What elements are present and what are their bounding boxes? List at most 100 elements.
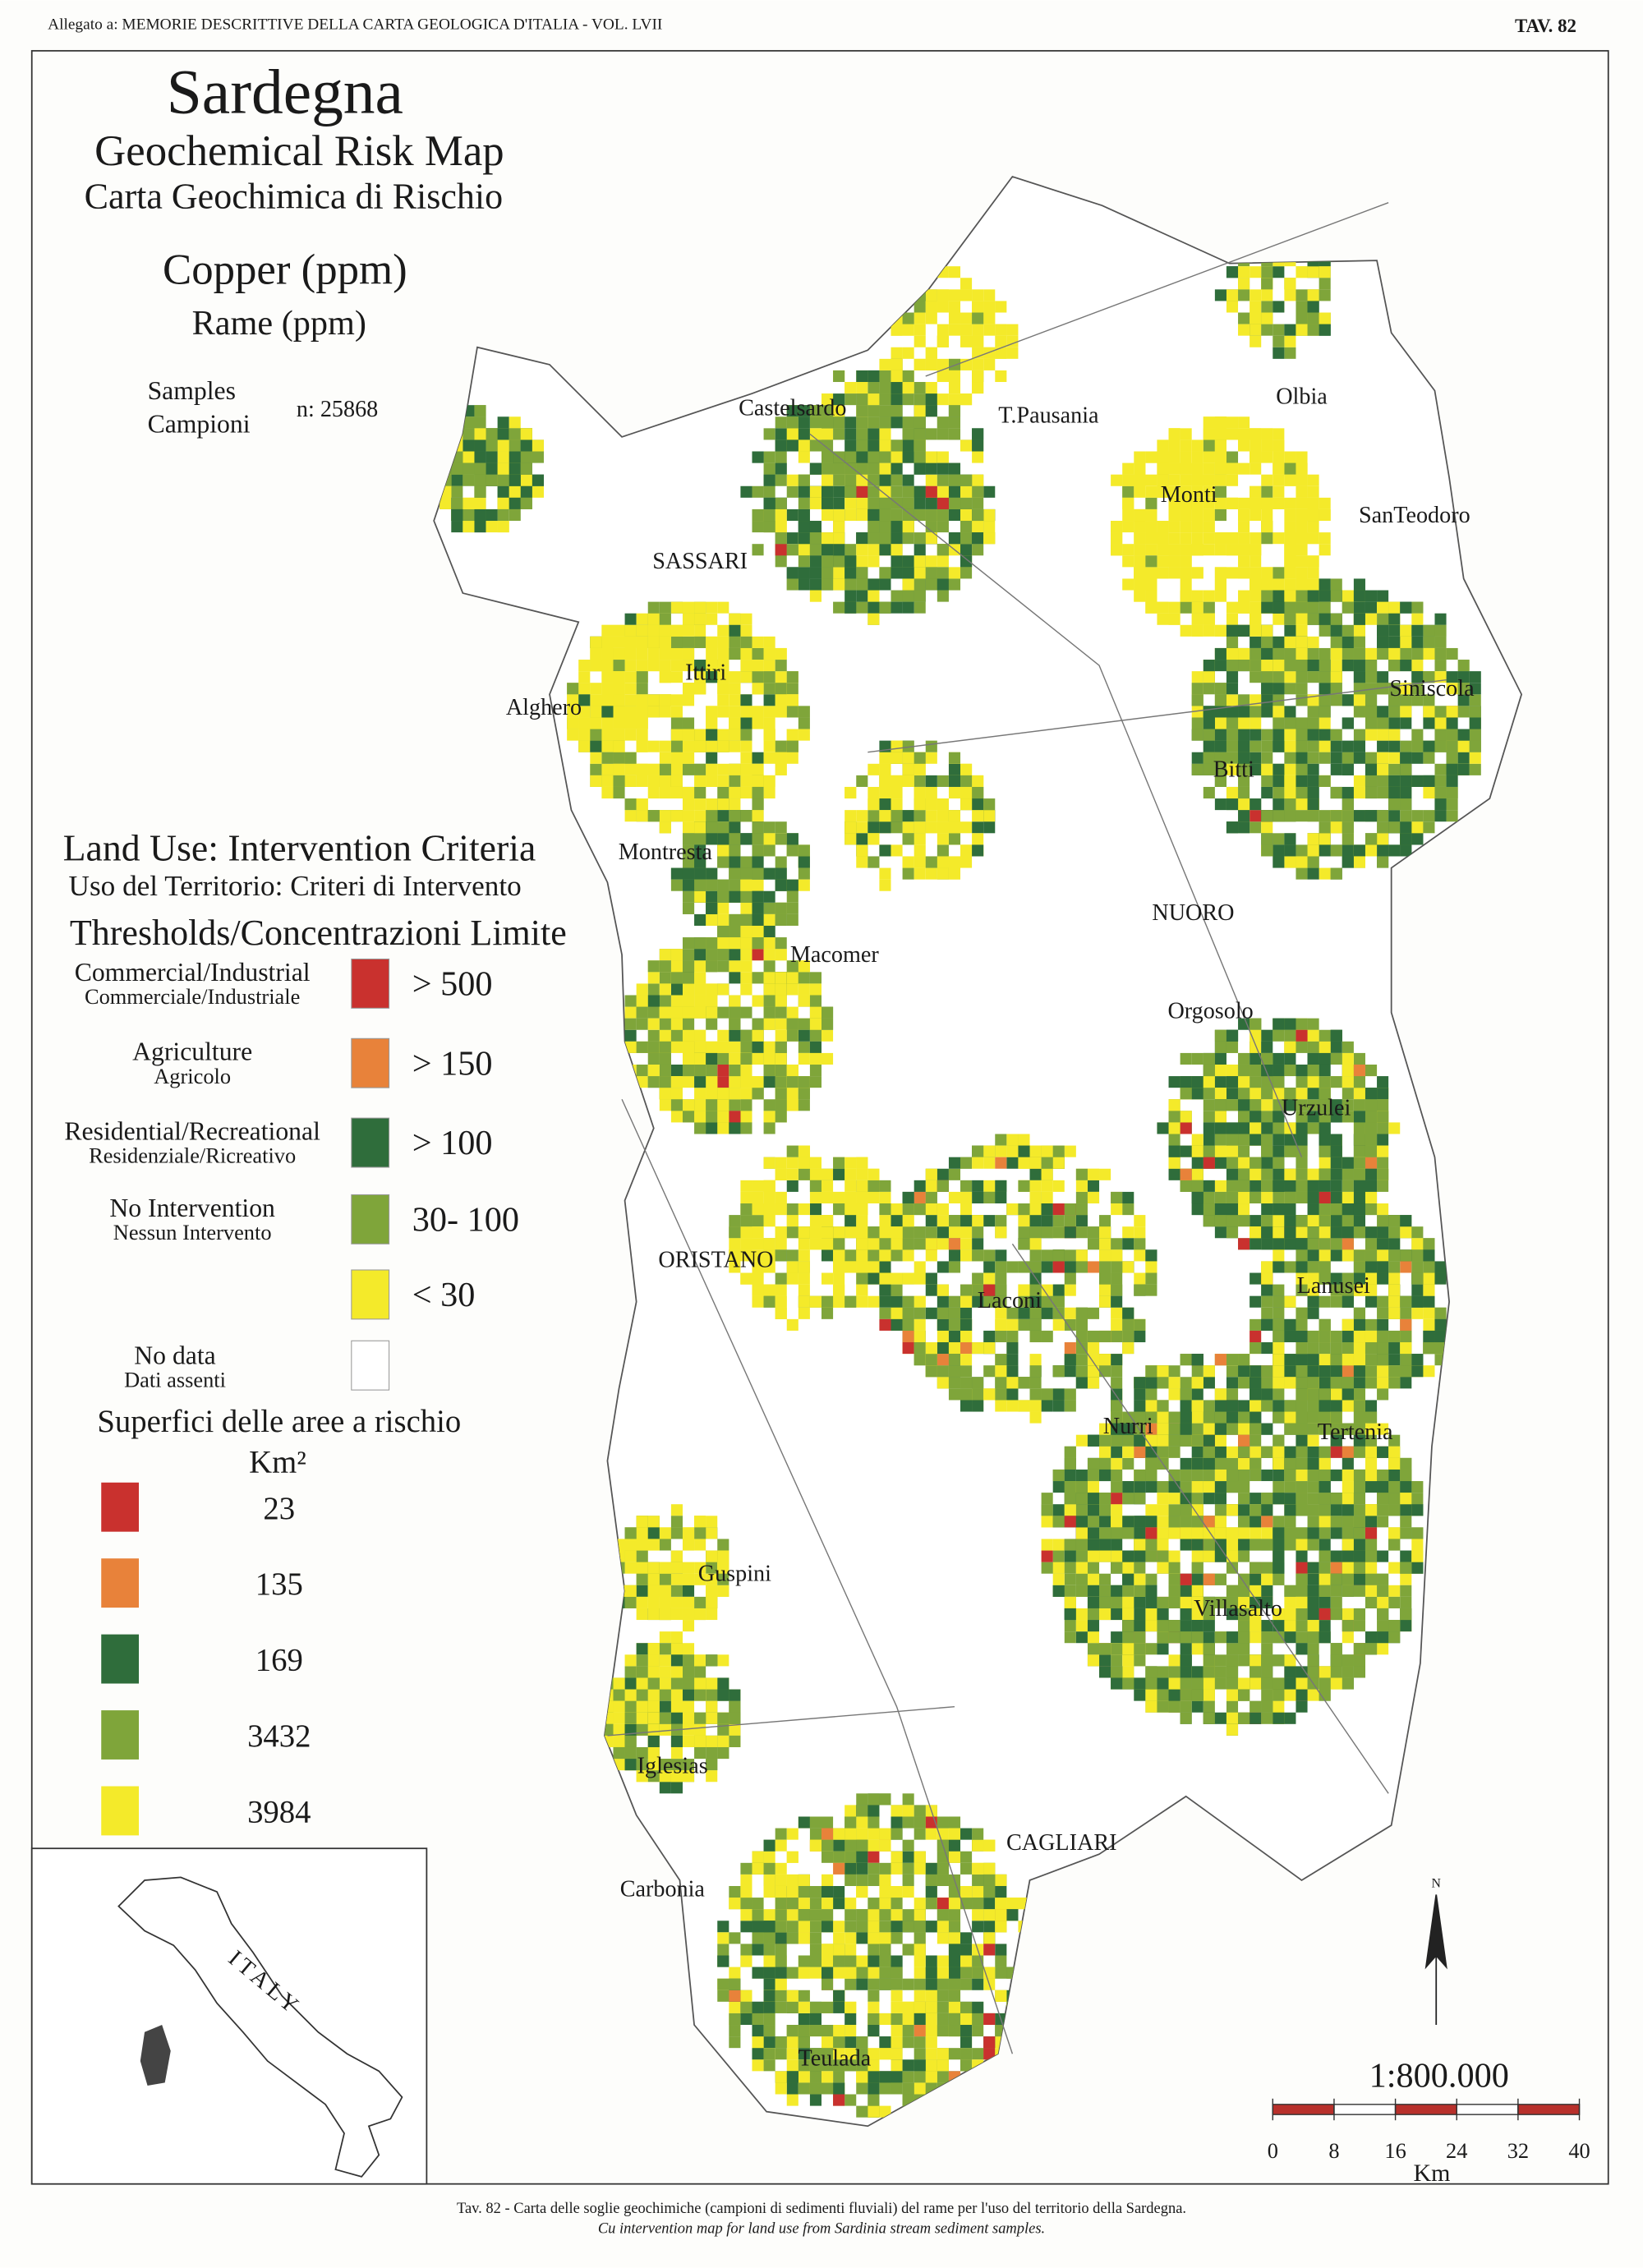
map-cell bbox=[1388, 1354, 1401, 1366]
map-cell bbox=[1296, 1018, 1308, 1030]
map-cell bbox=[601, 717, 614, 729]
map-cell bbox=[1284, 1145, 1296, 1157]
map-cell bbox=[1365, 752, 1378, 764]
map-cell bbox=[1064, 1342, 1076, 1355]
map-cell bbox=[845, 382, 857, 394]
map-cell bbox=[1377, 601, 1389, 614]
map-cell bbox=[1238, 786, 1250, 799]
map-cell bbox=[590, 660, 602, 672]
map-cell bbox=[925, 1284, 937, 1296]
map-cell bbox=[1342, 798, 1354, 811]
map-cell bbox=[613, 729, 625, 741]
map-cell bbox=[1400, 833, 1412, 845]
map-cell bbox=[647, 763, 660, 775]
map-cell bbox=[1273, 636, 1285, 648]
map-cell bbox=[914, 405, 926, 417]
map-cell bbox=[659, 647, 671, 660]
map-cell bbox=[624, 717, 637, 729]
map-cell bbox=[1388, 1365, 1401, 1378]
map-cell bbox=[1203, 428, 1215, 440]
map-cell bbox=[822, 393, 834, 406]
map-cell bbox=[1250, 532, 1262, 545]
map-cell bbox=[972, 428, 984, 440]
map-cell bbox=[809, 1041, 822, 1053]
map-cell bbox=[1353, 856, 1365, 868]
map-cell bbox=[1423, 624, 1435, 637]
map-cell bbox=[960, 1157, 973, 1169]
map-cell bbox=[1029, 1318, 1042, 1331]
map-cell bbox=[1319, 671, 1331, 683]
map-cell bbox=[1226, 613, 1239, 625]
map-cell bbox=[1365, 590, 1378, 602]
map-cell bbox=[1319, 1342, 1331, 1355]
map-cell bbox=[1168, 601, 1180, 614]
map-cell bbox=[624, 752, 637, 764]
map-cell bbox=[694, 1099, 706, 1111]
map-cell bbox=[601, 729, 614, 741]
map-cell bbox=[1330, 1215, 1342, 1227]
map-cell bbox=[879, 474, 891, 486]
map-cell bbox=[520, 439, 532, 452]
map-cell bbox=[1296, 601, 1308, 614]
map-cell bbox=[601, 786, 614, 799]
map-cell bbox=[1087, 1377, 1100, 1389]
map-cell bbox=[682, 960, 695, 973]
map-cell bbox=[497, 485, 509, 498]
map-cell bbox=[960, 567, 973, 579]
map-cell bbox=[1214, 1122, 1226, 1134]
map-cell bbox=[1353, 786, 1365, 799]
map-cell bbox=[1296, 660, 1308, 672]
map-cell bbox=[1250, 1099, 1262, 1111]
map-cell bbox=[1307, 729, 1319, 741]
map-cell bbox=[1284, 474, 1296, 486]
map-cell bbox=[1284, 706, 1296, 718]
map-cell bbox=[902, 416, 914, 429]
map-cell bbox=[1180, 521, 1192, 533]
map-cell bbox=[740, 972, 752, 984]
map-cell bbox=[1296, 1318, 1308, 1331]
map-cell bbox=[845, 439, 857, 452]
map-cell bbox=[706, 1052, 718, 1065]
map-cell bbox=[1111, 1238, 1123, 1250]
map-cell bbox=[856, 428, 868, 440]
map-cell bbox=[1261, 821, 1273, 834]
map-cell bbox=[1006, 1261, 1019, 1273]
map-cell bbox=[1365, 601, 1378, 614]
map-cell bbox=[682, 949, 695, 961]
map-cell bbox=[1284, 544, 1296, 556]
map-cell bbox=[1041, 1261, 1053, 1273]
map-cell bbox=[914, 1318, 926, 1331]
map-cell bbox=[833, 485, 845, 498]
map-cell bbox=[948, 428, 961, 440]
map-cell bbox=[1168, 1111, 1180, 1123]
map-cell bbox=[902, 508, 914, 522]
map-cell bbox=[624, 636, 637, 648]
map-cell bbox=[1191, 683, 1203, 695]
map-cell bbox=[972, 485, 984, 498]
map-cell bbox=[902, 1215, 914, 1227]
map-cell bbox=[763, 521, 775, 533]
map-cell bbox=[786, 1099, 798, 1111]
map-cell bbox=[1330, 752, 1342, 764]
map-cell bbox=[1296, 497, 1308, 509]
map-cell bbox=[1191, 485, 1203, 498]
map-cell bbox=[1250, 439, 1262, 452]
map-cell bbox=[1330, 590, 1342, 602]
map-cell bbox=[1238, 1145, 1250, 1157]
map-cell bbox=[763, 786, 775, 799]
map-cell bbox=[845, 555, 857, 568]
map-cell bbox=[590, 729, 602, 741]
map-cell bbox=[670, 960, 683, 973]
map-cell bbox=[1238, 706, 1250, 718]
map-cell bbox=[1353, 752, 1365, 764]
map-cell bbox=[1064, 1388, 1076, 1401]
map-cell bbox=[798, 856, 810, 868]
map-cell bbox=[1273, 1238, 1285, 1250]
map-cell bbox=[983, 485, 996, 498]
map-cell bbox=[497, 474, 509, 486]
map-cell bbox=[1064, 1272, 1076, 1285]
map-cell bbox=[717, 821, 729, 834]
map-cell bbox=[682, 1064, 695, 1077]
map-cell bbox=[822, 508, 834, 522]
map-cell bbox=[1214, 508, 1226, 522]
